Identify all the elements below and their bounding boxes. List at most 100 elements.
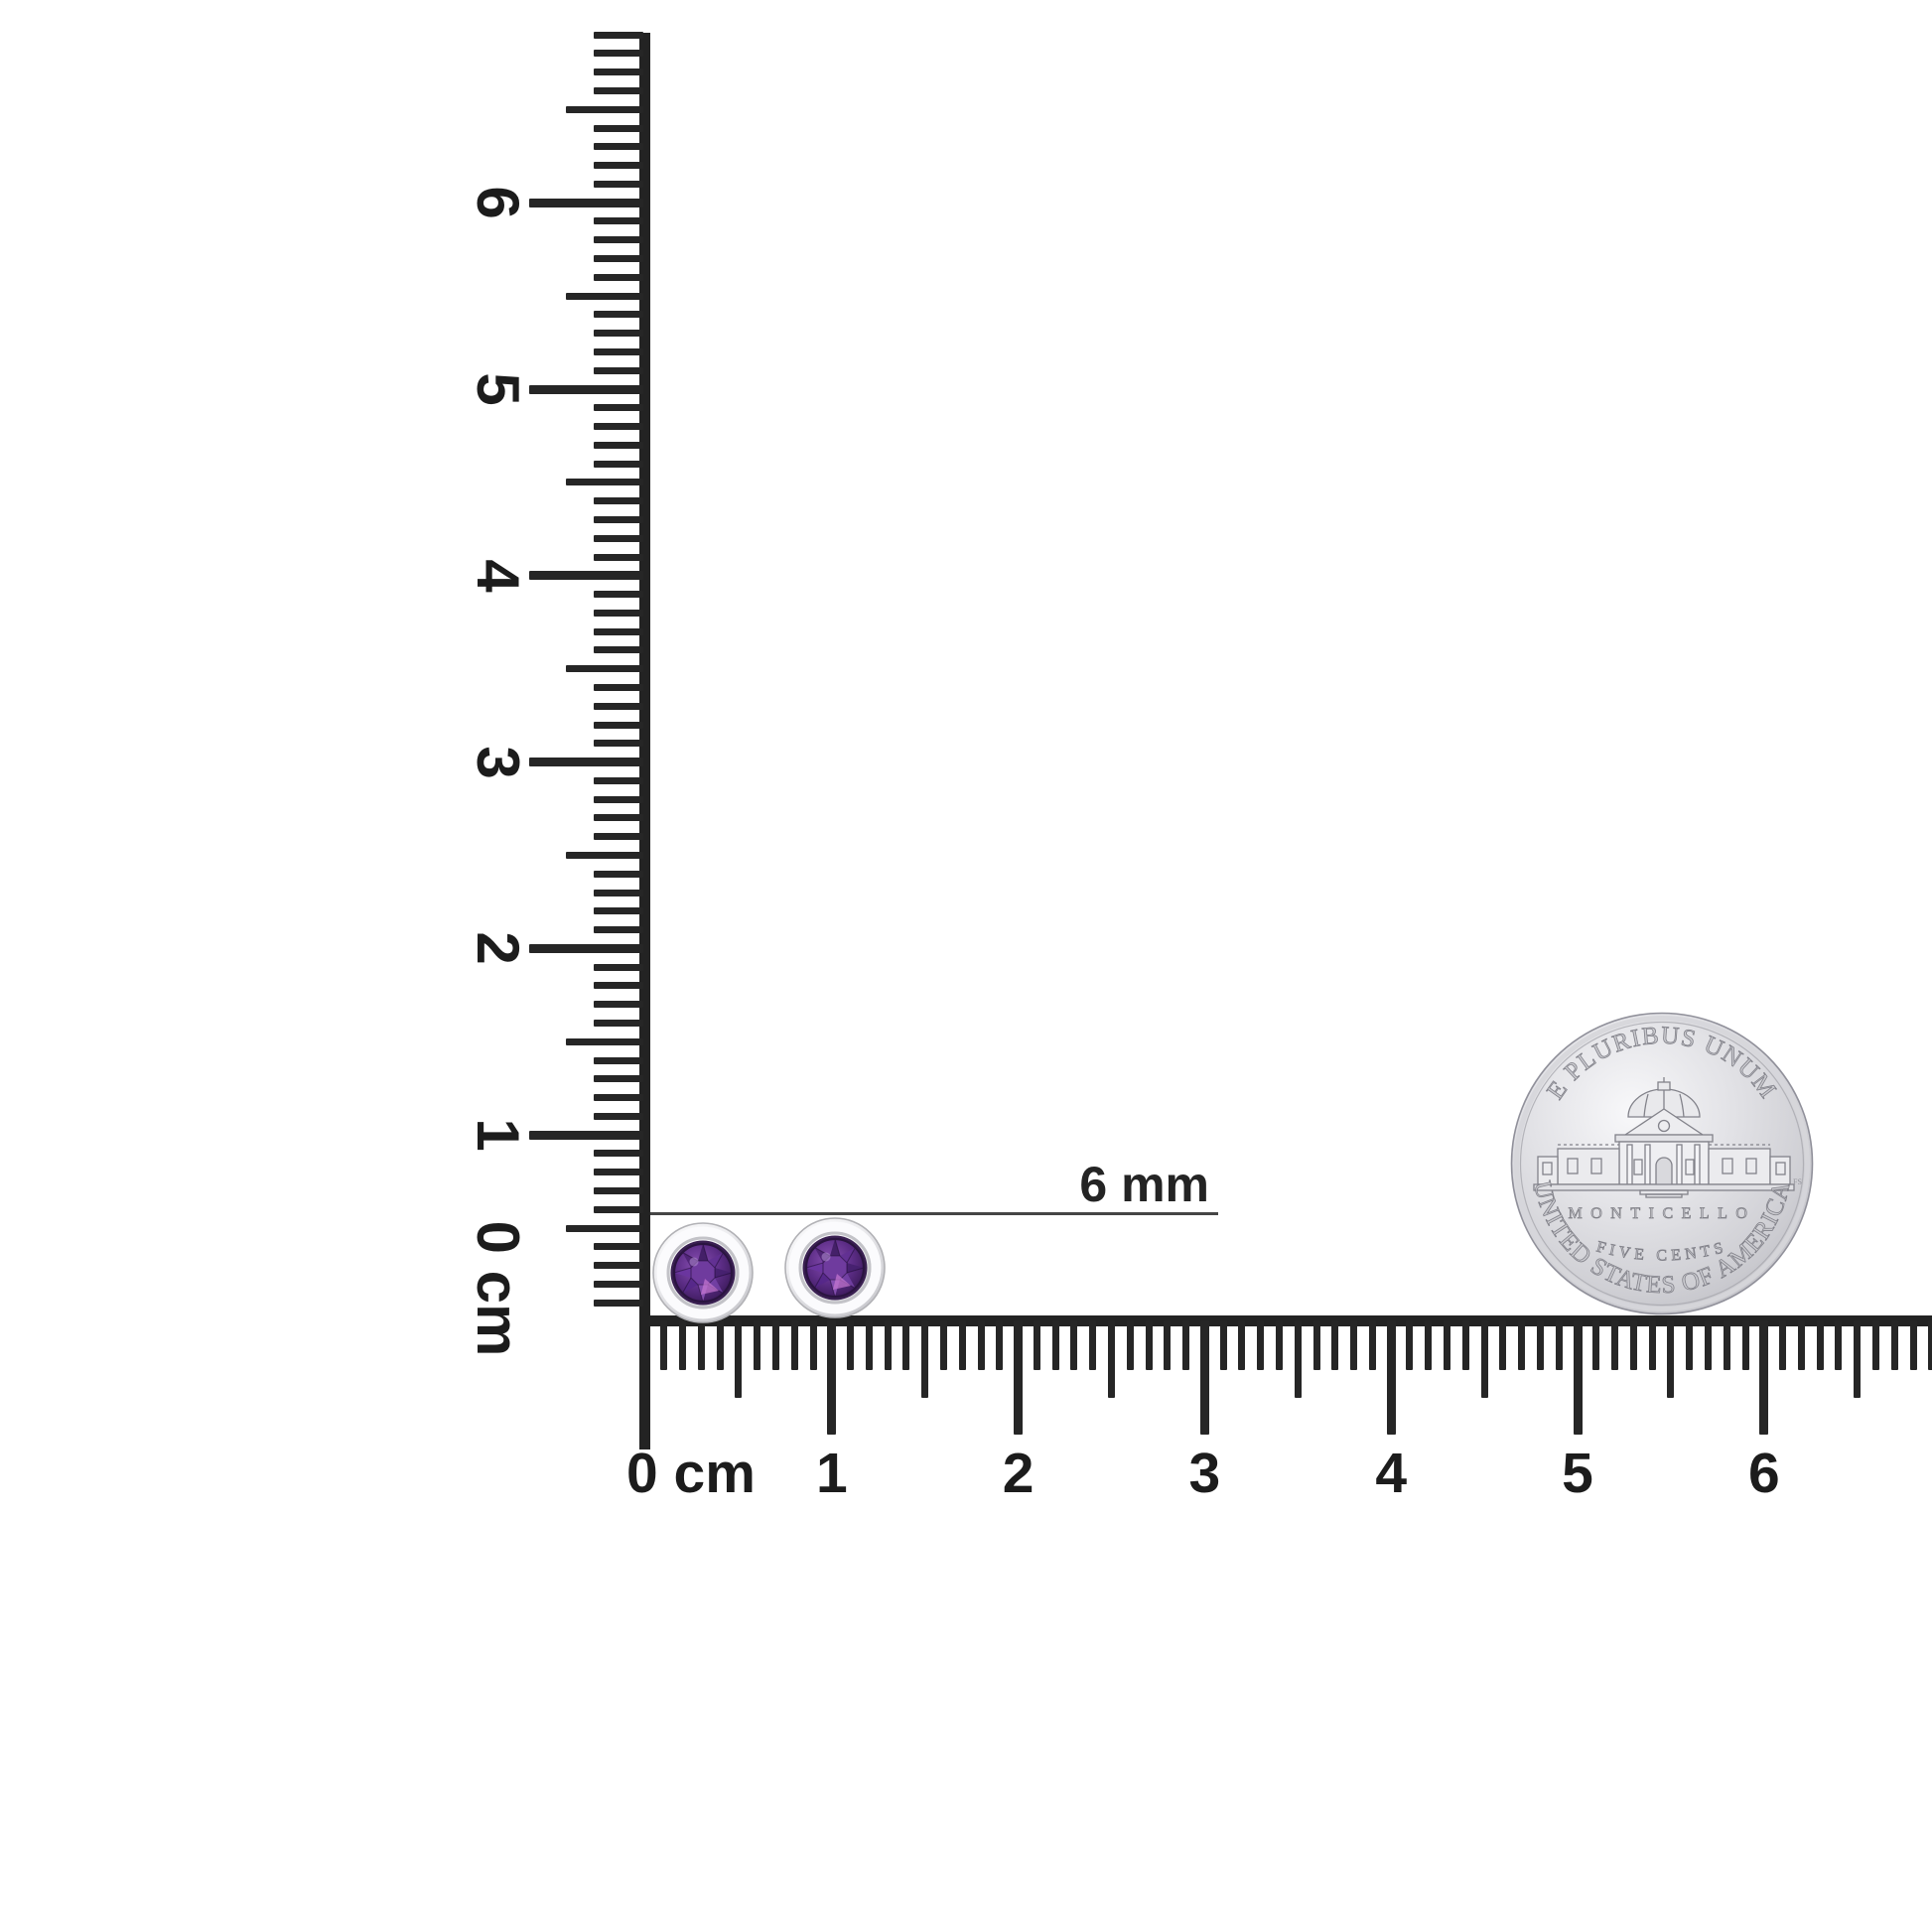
horizontal-ruler-tick [1406, 1320, 1414, 1370]
horizontal-ruler-tick [1592, 1320, 1600, 1370]
horizontal-ruler-tick [1480, 1320, 1488, 1398]
horizontal-ruler-label-6: 6 [1747, 1442, 1780, 1505]
vertical-ruler-tick [529, 1130, 643, 1140]
vertical-ruler-tick [594, 31, 643, 39]
horizontal-ruler-tick [1051, 1320, 1059, 1370]
horizontal-ruler-tick [847, 1320, 855, 1370]
horizontal-ruler-tick [1704, 1320, 1712, 1370]
measurement-guide-line [645, 1212, 1218, 1215]
horizontal-ruler-tick [1741, 1320, 1749, 1370]
vertical-ruler-tick [594, 1112, 643, 1120]
vertical-ruler-tick [594, 740, 643, 748]
horizontal-ruler-tick [1425, 1320, 1433, 1370]
vertical-ruler-tick [594, 870, 643, 878]
vertical-ruler-tick [566, 292, 643, 300]
horizontal-ruler-tick [1686, 1320, 1694, 1370]
vertical-ruler-tick [594, 273, 643, 281]
horizontal-ruler-tick [1145, 1320, 1153, 1370]
vertical-ruler-tick [594, 311, 643, 319]
vertical-ruler-tick [594, 702, 643, 710]
measurement-label: 6 mm [1079, 1157, 1209, 1212]
vertical-ruler-tick [594, 255, 643, 263]
vertical-ruler-label-6: 6 [465, 186, 531, 219]
horizontal-ruler-tick [1499, 1320, 1507, 1370]
horizontal-ruler-tick [1461, 1320, 1469, 1370]
horizontal-ruler-tick [1014, 1320, 1024, 1435]
coin-monticello-label: MONTICELLO [1569, 1205, 1756, 1222]
vertical-ruler-label-2: 2 [465, 931, 531, 966]
vertical-ruler-label-3: 3 [465, 745, 531, 779]
vertical-ruler-tick [594, 795, 643, 803]
horizontal-ruler-tick [1276, 1320, 1284, 1370]
horizontal-ruler-tick [1089, 1320, 1097, 1370]
horizontal-ruler-tick [679, 1320, 687, 1370]
vertical-ruler-tick [594, 1150, 643, 1158]
vertical-ruler-label-4: 4 [465, 559, 531, 593]
horizontal-ruler-tick [958, 1320, 966, 1370]
vertical-ruler-tick [594, 460, 643, 468]
vertical-ruler-tick [594, 236, 643, 244]
horizontal-ruler-tick [921, 1320, 929, 1398]
horizontal-ruler-tick [1219, 1320, 1227, 1370]
vertical-ruler-tick [594, 50, 643, 58]
vertical-ruler-tick [594, 646, 643, 654]
vertical-ruler-tick [594, 1020, 643, 1028]
horizontal-ruler-tick [1199, 1320, 1209, 1435]
coin-designer-initials: FS [1793, 1177, 1802, 1186]
horizontal-ruler-tick [1350, 1320, 1358, 1370]
vertical-ruler-tick [594, 609, 643, 617]
horizontal-ruler-tick [771, 1320, 779, 1370]
vertical-ruler-tick [566, 852, 643, 859]
horizontal-ruler-tick [1182, 1320, 1190, 1370]
horizontal-ruler-tick [1368, 1320, 1376, 1370]
vertical-ruler-tick [529, 198, 643, 207]
vertical-ruler-tick [594, 1056, 643, 1064]
vertical-ruler-tick [529, 384, 643, 394]
horizontal-ruler-label-2: 2 [1002, 1442, 1035, 1505]
vertical-ruler-label-1: 1 [465, 1118, 531, 1152]
horizontal-ruler-tick [1723, 1320, 1730, 1370]
horizontal-ruler-tick [1854, 1320, 1862, 1398]
monticello-building [1533, 1077, 1795, 1198]
horizontal-ruler-tick [660, 1320, 668, 1370]
vertical-ruler-tick [594, 534, 643, 542]
horizontal-ruler-label-1: 1 [815, 1442, 848, 1505]
vertical-ruler-tick [594, 776, 643, 784]
horizontal-ruler-tick [809, 1320, 817, 1370]
horizontal-ruler-label-5: 5 [1562, 1442, 1593, 1505]
vertical-ruler-tick [594, 553, 643, 561]
vertical-ruler-tick [529, 571, 643, 581]
vertical-ruler-tick [594, 1075, 643, 1083]
vertical-ruler-tick [594, 926, 643, 934]
vertical-ruler-tick [566, 1224, 643, 1232]
vertical-ruler-tick [594, 1205, 643, 1213]
horizontal-ruler-tick [1555, 1320, 1563, 1370]
vertical-ruler-tick [529, 943, 643, 953]
horizontal-ruler-tick [1070, 1320, 1078, 1370]
horizontal-ruler-tick [1518, 1320, 1526, 1370]
vertical-ruler-tick [594, 627, 643, 635]
vertical-ruler-tick [594, 1299, 643, 1307]
vertical-ruler-tick [594, 982, 643, 990]
vertical-ruler-tick [594, 366, 643, 374]
vertical-ruler-line [639, 33, 650, 1449]
vertical-ruler-tick [594, 330, 643, 338]
vertical-ruler-tick [594, 1262, 643, 1270]
nickel-coin: E PLURIBUS UNUM MONTICELLO FIVE CENTS UN… [1510, 1012, 1814, 1315]
stud-earring-left [653, 1223, 753, 1322]
stud-earring-right [785, 1218, 885, 1317]
horizontal-ruler-tick [977, 1320, 985, 1370]
horizontal-ruler-label-0cm: 0 cm [626, 1442, 756, 1505]
horizontal-ruler-label-4: 4 [1375, 1442, 1408, 1505]
vertical-ruler-label-0cm: 0 cm [465, 1220, 531, 1357]
vertical-ruler-tick [594, 591, 643, 599]
horizontal-ruler-tick [735, 1320, 743, 1398]
horizontal-ruler-tick [1890, 1320, 1898, 1370]
horizontal-ruler-tick [1816, 1320, 1824, 1370]
horizontal-ruler-tick [1667, 1320, 1675, 1398]
horizontal-ruler-tick [1759, 1320, 1769, 1435]
vertical-ruler-tick [594, 180, 643, 188]
horizontal-ruler-tick [1257, 1320, 1265, 1370]
horizontal-ruler-tick [1536, 1320, 1544, 1370]
